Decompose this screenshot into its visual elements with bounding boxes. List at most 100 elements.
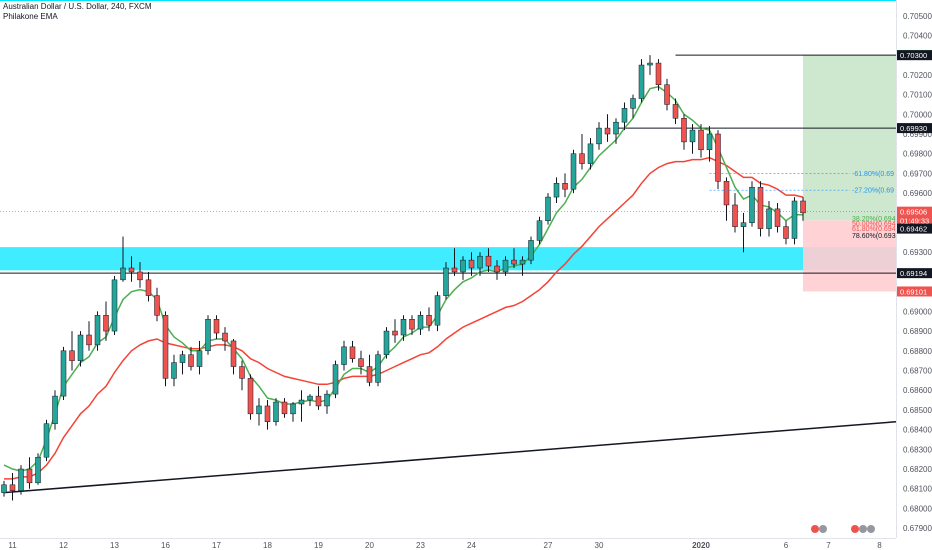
fib-level-label[interactable]: 78.60%(0.693 bbox=[852, 233, 896, 240]
candle[interactable] bbox=[740, 212, 747, 253]
price-tag[interactable]: 0.69194 bbox=[897, 268, 932, 279]
time-axis[interactable]: 11 12 13 16 17 18 19 20 23 24 27 30 2020 6 7 8 bbox=[8, 541, 882, 550]
candle[interactable] bbox=[494, 260, 500, 280]
price-tag[interactable]: 0.69462 bbox=[897, 223, 932, 234]
candle[interactable] bbox=[672, 98, 679, 125]
candle[interactable] bbox=[222, 327, 228, 351]
fib-level-label[interactable]: 38.20%(0.694 bbox=[852, 216, 896, 223]
candle[interactable] bbox=[358, 350, 364, 375]
candle[interactable] bbox=[664, 78, 670, 111]
candle[interactable] bbox=[698, 124, 704, 158]
candle[interactable] bbox=[766, 201, 772, 237]
candle[interactable] bbox=[400, 315, 407, 341]
target-zone[interactable] bbox=[803, 54, 896, 221]
candle[interactable] bbox=[579, 134, 585, 170]
candle[interactable] bbox=[239, 360, 245, 391]
support-zone[interactable] bbox=[0, 247, 896, 271]
candle[interactable] bbox=[137, 262, 143, 288]
candle[interactable] bbox=[60, 346, 67, 401]
candle[interactable] bbox=[689, 124, 696, 154]
candle[interactable] bbox=[120, 236, 126, 282]
candle[interactable] bbox=[290, 402, 296, 422]
candle[interactable] bbox=[783, 220, 789, 245]
candle[interactable] bbox=[732, 193, 738, 233]
candle[interactable] bbox=[655, 59, 662, 91]
candle[interactable] bbox=[145, 271, 152, 302]
candle[interactable] bbox=[1, 480, 7, 497]
fib-level-label[interactable]: -61.80%(0.69 bbox=[852, 171, 894, 178]
price-tag[interactable]: 0.69930 bbox=[897, 123, 932, 134]
candle[interactable] bbox=[9, 472, 16, 501]
indicator-label[interactable]: Philakone EMA bbox=[3, 12, 58, 21]
candle[interactable] bbox=[18, 465, 24, 495]
flag-icon[interactable] bbox=[811, 525, 819, 533]
candle[interactable] bbox=[536, 216, 543, 245]
candle[interactable] bbox=[511, 248, 517, 269]
candle[interactable] bbox=[35, 453, 41, 485]
candle[interactable] bbox=[706, 126, 713, 162]
candle[interactable] bbox=[477, 252, 483, 276]
stop-zone[interactable] bbox=[803, 220, 896, 292]
fib-level-label[interactable]: 50.00%(0.694 bbox=[852, 221, 896, 228]
price-tag[interactable]: 01:49:33 bbox=[897, 215, 932, 226]
candle[interactable] bbox=[298, 390, 305, 422]
candle[interactable] bbox=[528, 236, 534, 265]
candle[interactable] bbox=[800, 197, 806, 221]
candle[interactable] bbox=[502, 256, 509, 276]
flag-icon[interactable] bbox=[851, 525, 859, 533]
candle[interactable] bbox=[307, 394, 313, 406]
fib-level-label[interactable]: 61.80%(0.694 bbox=[852, 226, 896, 233]
candle[interactable] bbox=[715, 130, 721, 190]
candle[interactable] bbox=[545, 193, 551, 225]
event-flags[interactable] bbox=[811, 525, 875, 533]
candle[interactable] bbox=[519, 256, 526, 276]
candle[interactable] bbox=[69, 331, 75, 371]
candle[interactable] bbox=[587, 137, 594, 170]
candle[interactable] bbox=[434, 291, 441, 332]
candle[interactable] bbox=[171, 354, 177, 387]
candle[interactable] bbox=[723, 177, 730, 221]
candle[interactable] bbox=[638, 59, 645, 103]
candle[interactable] bbox=[154, 287, 160, 322]
candle[interactable] bbox=[426, 307, 432, 332]
candle[interactable] bbox=[52, 390, 58, 430]
candle[interactable] bbox=[604, 114, 611, 142]
candle[interactable] bbox=[188, 346, 194, 371]
trendline[interactable] bbox=[3, 420, 897, 494]
candle[interactable] bbox=[213, 315, 220, 339]
flag-icon[interactable] bbox=[867, 525, 875, 533]
fib-level-label[interactable]: -27.20%(0.69 bbox=[852, 188, 894, 195]
candle[interactable] bbox=[749, 181, 755, 227]
candle[interactable] bbox=[630, 94, 636, 119]
candle[interactable] bbox=[451, 248, 458, 276]
candle[interactable] bbox=[230, 338, 237, 375]
candle[interactable] bbox=[315, 386, 322, 410]
candle[interactable] bbox=[392, 319, 398, 343]
candle[interactable] bbox=[179, 350, 186, 375]
candle[interactable] bbox=[681, 114, 687, 150]
candle[interactable] bbox=[273, 398, 279, 426]
price-tag[interactable]: 0.69101 bbox=[897, 286, 932, 297]
candle[interactable] bbox=[264, 400, 271, 430]
candle[interactable] bbox=[613, 118, 619, 144]
candle[interactable] bbox=[196, 340, 203, 375]
flag-icon[interactable] bbox=[819, 525, 827, 533]
candle[interactable] bbox=[205, 315, 211, 355]
candle[interactable] bbox=[94, 311, 101, 351]
candle[interactable] bbox=[468, 252, 475, 276]
candle[interactable] bbox=[621, 102, 628, 131]
candle[interactable] bbox=[26, 457, 33, 489]
candle[interactable] bbox=[570, 149, 577, 194]
candle[interactable] bbox=[409, 315, 415, 336]
candle[interactable] bbox=[757, 181, 764, 237]
candle[interactable] bbox=[281, 398, 288, 418]
candle[interactable] bbox=[774, 202, 781, 233]
price-tag[interactable]: 0.70300 bbox=[897, 50, 932, 61]
candle[interactable] bbox=[596, 122, 602, 150]
candle[interactable] bbox=[417, 311, 424, 336]
candle[interactable] bbox=[77, 331, 84, 367]
candle[interactable] bbox=[383, 327, 390, 359]
candle[interactable] bbox=[103, 301, 109, 341]
candle[interactable] bbox=[553, 177, 560, 203]
